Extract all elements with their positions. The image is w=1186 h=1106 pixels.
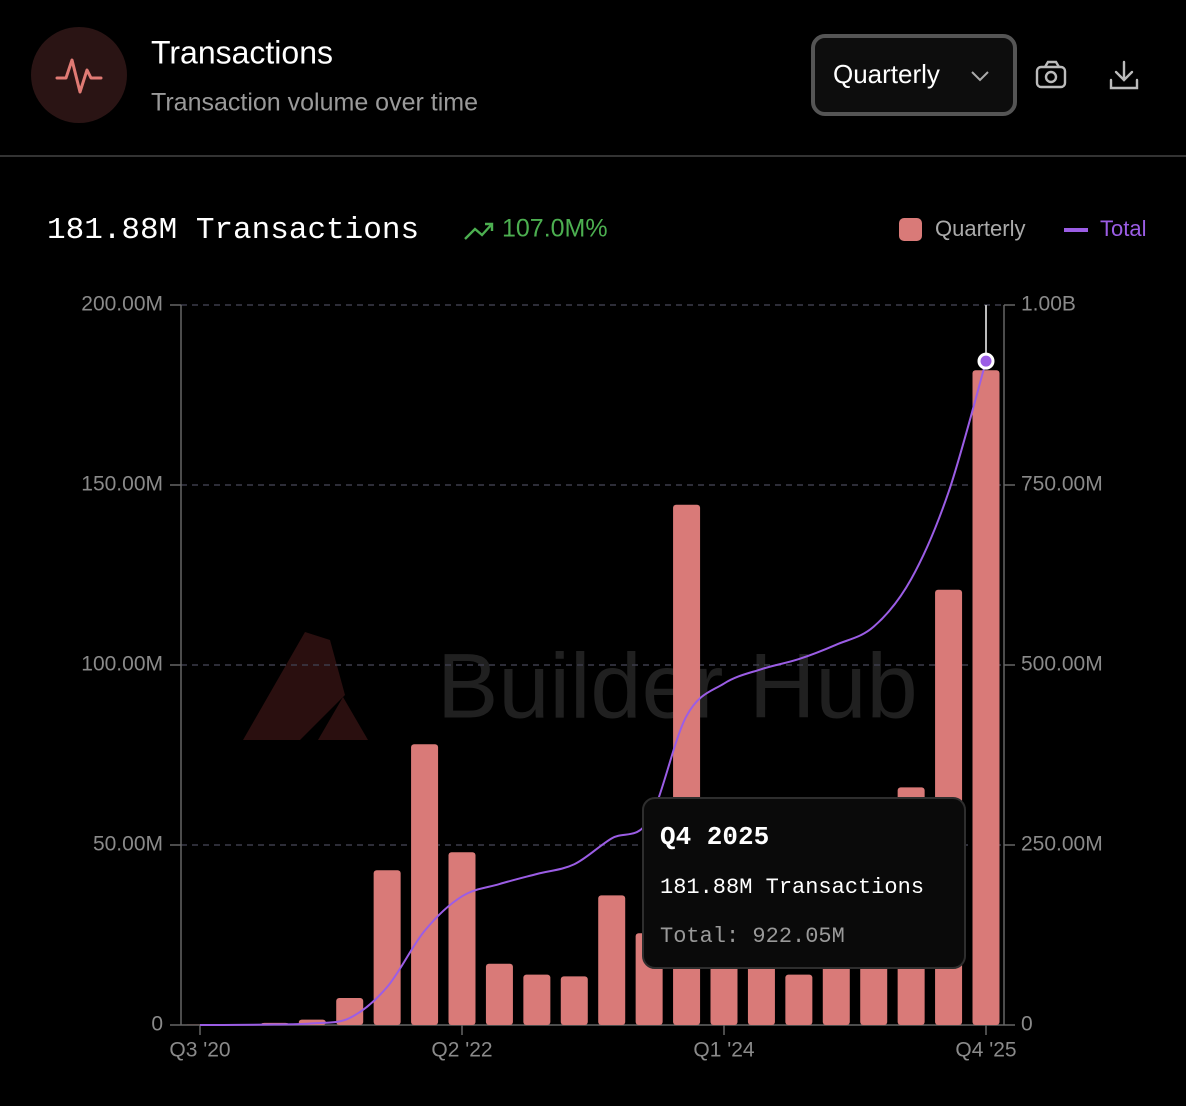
pulse-icon [55,58,103,94]
dropdown-chevron[interactable] [971,71,989,82]
watermark-logo [243,632,345,740]
bar [972,370,1000,1025]
y2-tick-label: 750.00M [1021,473,1103,496]
period-dropdown[interactable]: Quarterly [811,34,1017,116]
download-icon[interactable] [1109,60,1139,90]
trend-icon-head [485,222,494,231]
bar [485,963,513,1025]
tooltip-box [642,797,966,969]
download-button[interactable] [1109,60,1139,90]
change: 107.0M% [502,215,608,243]
bar [747,953,775,1025]
y-tick-label: 200.00M [81,293,163,316]
camera-body[interactable] [1035,65,1067,89]
legend-label: Quarterly [935,216,1025,241]
y2-tick-label: 0 [1021,1013,1033,1036]
bar [560,976,588,1025]
bar [448,852,476,1025]
y-tick-label: 100.00M [81,653,163,676]
tooltip-value: 181.88M Transactions [660,875,924,900]
hover-point [977,352,995,370]
tooltip-total: Total: 922.05M [660,924,845,949]
bar [598,895,626,1025]
legend-swatch [899,218,922,241]
legend-label: Total [1100,216,1146,241]
chart-icon [31,27,127,123]
dropdown-label[interactable]: Quarterly [833,59,940,89]
y2-tick-label: 250.00M [1021,833,1103,856]
bar [373,870,401,1025]
trend-icon [464,223,493,240]
x-tick-label: Q4 '25 [955,1039,1016,1062]
headline: 181.88M Transactions [47,213,419,248]
bar [785,974,813,1025]
card-title: Transactions [151,34,333,70]
x-tick-label: Q1 '24 [693,1039,755,1062]
card-subtitle: Transaction volume over time [151,89,478,117]
y-tick-label: 50.00M [93,833,163,856]
y2-tick-label: 1.00B [1021,293,1076,316]
bar [336,998,364,1025]
x-tick-label: Q3 '20 [169,1039,230,1062]
bar [523,974,551,1025]
camera-top[interactable] [1043,60,1061,68]
total-line [199,360,987,1026]
bar [411,744,439,1025]
dropdown-box[interactable] [811,34,1017,116]
camera-button[interactable] [1035,60,1067,89]
watermark-logo [318,697,368,740]
bar [822,953,850,1025]
y2-tick-label: 500.00M [1021,653,1103,676]
y-tick-label: 0 [151,1013,163,1036]
y-tick-label: 150.00M [81,473,163,496]
x-tick-label: Q2 '22 [431,1039,492,1062]
camera-lens[interactable] [1044,70,1058,84]
tooltip-title: Q4 2025 [660,822,769,852]
